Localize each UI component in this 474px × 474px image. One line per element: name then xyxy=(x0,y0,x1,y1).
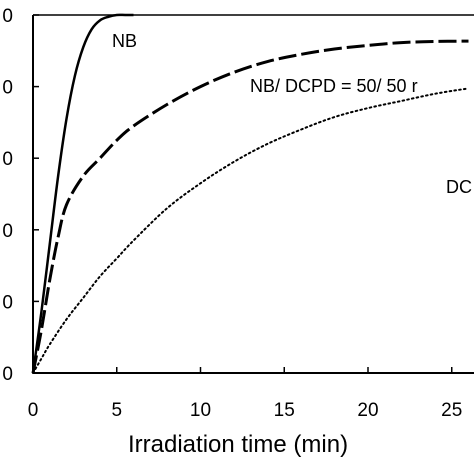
y-tick-label: 0 xyxy=(2,149,13,170)
x-axis-title: Irradiation time (min) xyxy=(128,431,348,458)
x-tick-label: 15 xyxy=(274,400,295,421)
series-line-nb-dcpd xyxy=(31,39,469,374)
series-line-nb xyxy=(31,13,134,374)
series-lines xyxy=(31,13,470,374)
y-tick-label: 0 xyxy=(2,292,13,313)
x-tick-label: 25 xyxy=(441,400,462,421)
plot-frame xyxy=(32,14,474,374)
annotation-dc: DC xyxy=(446,177,472,197)
x-tick-label: 0 xyxy=(28,400,39,421)
series-line-dc xyxy=(32,87,470,374)
axis-ticks xyxy=(32,14,453,374)
y-tick-label: 0 xyxy=(2,364,13,385)
y-tick-label: 0 xyxy=(2,6,13,27)
x-tick-label: 20 xyxy=(357,400,378,421)
y-tick-label: 0 xyxy=(2,221,13,242)
x-tick-label: 5 xyxy=(111,400,122,421)
x-tick-label: 10 xyxy=(190,400,211,421)
annotation-nb-dcpd: NB/ DCPD = 50/ 50 r xyxy=(250,76,418,96)
y-tick-label: 0 xyxy=(2,78,13,99)
annotation-nb: NB xyxy=(112,31,137,51)
